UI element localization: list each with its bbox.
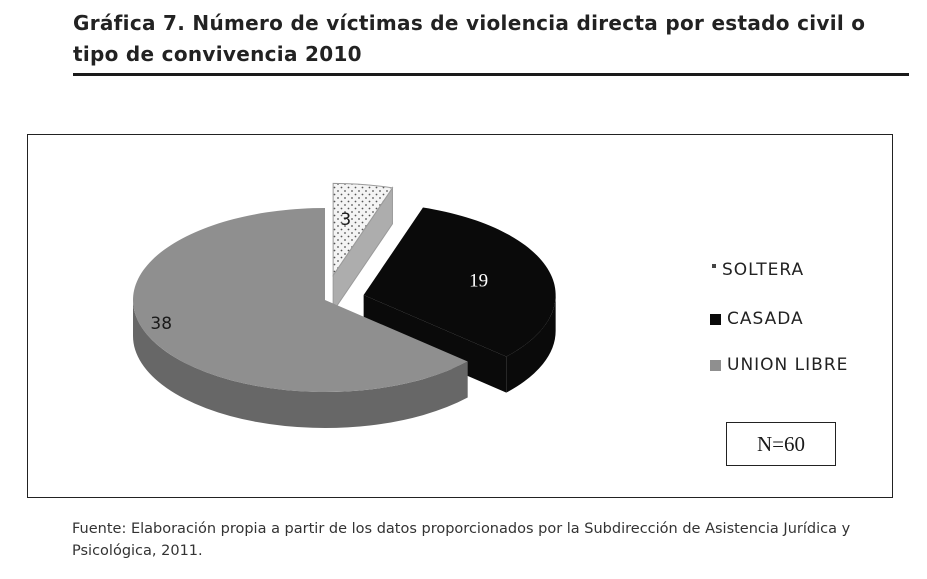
pie-slice-union-libre	[133, 208, 468, 392]
legend-swatch-union-libre	[710, 359, 721, 371]
legend-label-casada: CASADA	[727, 309, 804, 329]
pie-slice-cut-casada	[363, 295, 507, 393]
pie-slice-side-casada	[506, 295, 556, 393]
pie-slice-side-union-libre	[133, 300, 468, 429]
legend-label-soltera: SOLTERA	[722, 260, 805, 280]
legend-item-union-libre: UNION LIBRE	[710, 355, 848, 375]
legend-item-casada: CASADA	[710, 309, 804, 329]
pie-slice-soltera	[332, 182, 394, 278]
title-divider	[73, 73, 909, 76]
legend-swatch-casada	[710, 313, 721, 325]
chart-title: Gráfica 7. Número de víctimas de violenc…	[73, 11, 866, 66]
source-note: Fuente: Elaboración propia a partir de l…	[72, 521, 851, 559]
legend-swatch-soltera	[712, 264, 716, 268]
data-label-union-libre: 38	[150, 314, 172, 334]
pie-slice-casada	[363, 207, 556, 357]
sample-size-box: N=60	[726, 422, 836, 466]
data-label-soltera: 3	[340, 210, 351, 230]
legend-label-union-libre: UNION LIBRE	[727, 355, 849, 375]
data-label-casada: 19	[469, 270, 488, 291]
legend-item-soltera: SOLTERA	[710, 260, 804, 280]
chart-frame	[27, 134, 893, 498]
pie-layer: 3 19 38	[133, 182, 556, 429]
